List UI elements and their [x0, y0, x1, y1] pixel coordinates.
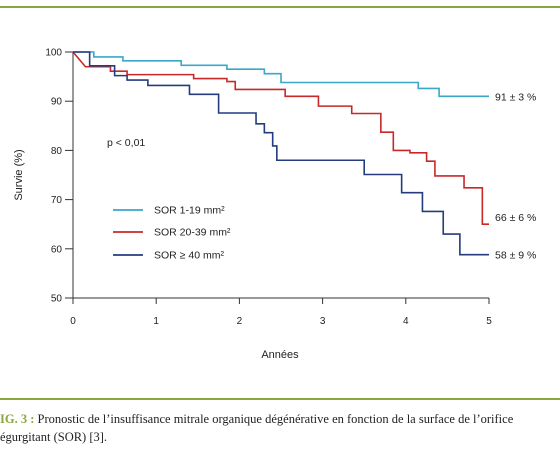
series-end-label: 58 ± 9 % [495, 250, 536, 262]
figure-label: IG. 3 : [0, 412, 35, 426]
top-rule [0, 6, 560, 8]
x-tick-label: 2 [237, 316, 243, 327]
series-line [73, 51, 489, 256]
series-line [72, 51, 489, 225]
x-tick-label: 3 [320, 316, 326, 327]
y-tick-label: 100 [45, 48, 62, 59]
series-layer: 91 ± 3 % 66 ± 6 % 58 ± 9 % [72, 51, 536, 262]
legend-label: SOR 1-19 mm² [154, 205, 225, 217]
series-line [73, 51, 489, 98]
figure-caption: IG. 3 : Pronostic de l’insuffisance mitr… [0, 410, 560, 446]
y-axis-title: Survie (%) [13, 149, 25, 200]
survival-chart: 50 60 70 80 90 100 0 1 2 3 4 5 91 ± 3 % 66 ± 6 % 58 ±… [13, 48, 536, 362]
x-tick-label: 0 [70, 316, 76, 327]
x-axis-title: Années [261, 349, 299, 361]
x-tick-label: 4 [403, 316, 409, 327]
y-tick-label: 70 [51, 195, 63, 206]
legend-label: SOR ≥ 40 mm² [154, 250, 224, 262]
p-value-annotation: p < 0,01 [107, 137, 145, 149]
y-tick-label: 90 [51, 97, 63, 108]
y-tick-label: 80 [51, 146, 63, 157]
bottom-rule [0, 398, 560, 400]
x-tick-label: 5 [486, 316, 492, 327]
series-end-label: 66 ± 6 % [495, 212, 536, 224]
legend: SOR 1-19 mm² SOR 20-39 mm² SOR ≥ 40 mm² [113, 205, 231, 262]
caption-line-2: égurgitant (SOR) [3]. [0, 430, 108, 444]
series-end-label: 91 ± 3 % [495, 91, 536, 103]
y-tick-label: 60 [51, 244, 63, 255]
y-tick-label: 50 [51, 294, 63, 305]
legend-label: SOR 20-39 mm² [154, 227, 231, 239]
x-tick-label: 1 [153, 316, 159, 327]
axes: 50 60 70 80 90 100 0 1 2 3 4 5 [45, 48, 492, 328]
caption-line-1: Pronostic de l’insuffisance mitrale orga… [34, 412, 514, 426]
